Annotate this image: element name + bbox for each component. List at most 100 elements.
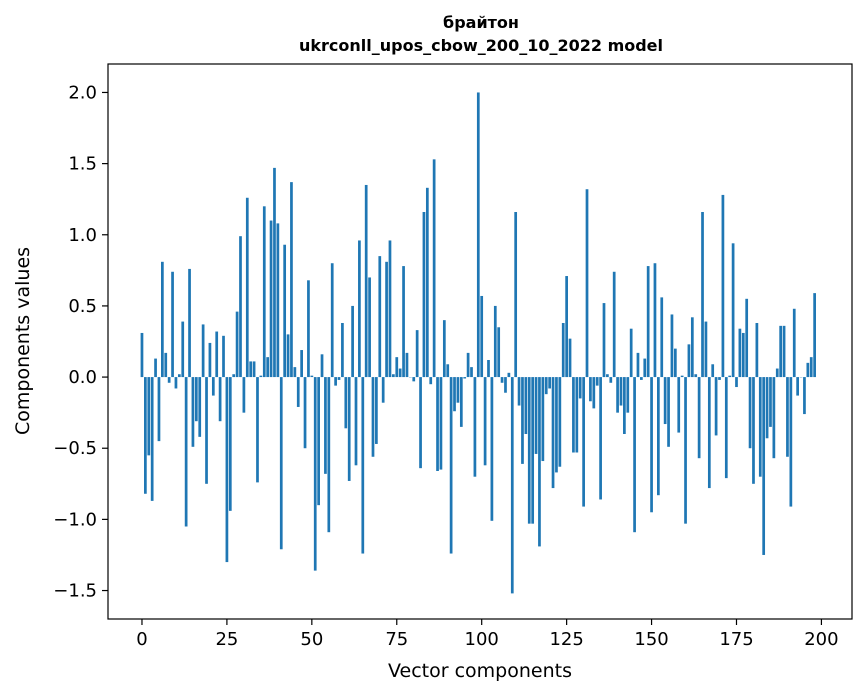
bar bbox=[324, 377, 327, 474]
bar bbox=[296, 377, 300, 407]
bar bbox=[330, 263, 334, 378]
bar bbox=[650, 377, 653, 513]
x-tick-label: 200 bbox=[804, 629, 838, 650]
bar bbox=[456, 377, 460, 403]
bar bbox=[483, 377, 487, 466]
x-axis-ticks: 0 25 50 75 100 125 150 175 200 bbox=[136, 619, 839, 650]
bar bbox=[378, 256, 382, 378]
bar bbox=[667, 377, 670, 447]
bar bbox=[286, 334, 290, 378]
bar bbox=[259, 375, 263, 378]
bar bbox=[589, 377, 592, 402]
bar bbox=[442, 320, 446, 378]
bar bbox=[623, 377, 626, 434]
bar bbox=[646, 266, 650, 378]
bar bbox=[544, 377, 548, 395]
bar bbox=[769, 377, 772, 427]
bar bbox=[144, 377, 147, 494]
bar bbox=[772, 377, 776, 459]
bar bbox=[619, 377, 623, 406]
bar bbox=[222, 335, 225, 378]
bar bbox=[375, 377, 378, 444]
bar bbox=[157, 377, 161, 442]
bar bbox=[728, 375, 732, 378]
bar bbox=[466, 352, 470, 378]
bar bbox=[504, 377, 507, 393]
bar bbox=[714, 377, 718, 436]
x-axis-label: Vector components bbox=[388, 660, 572, 682]
bar bbox=[707, 377, 711, 489]
bar bbox=[415, 330, 419, 378]
x-tick-label: 75 bbox=[385, 629, 408, 650]
bar bbox=[507, 372, 511, 378]
bar bbox=[436, 377, 439, 471]
bar bbox=[527, 377, 531, 524]
bar bbox=[470, 367, 473, 378]
bar bbox=[697, 377, 701, 459]
bar bbox=[181, 321, 185, 378]
bar bbox=[721, 194, 725, 378]
bar bbox=[273, 167, 276, 378]
bar bbox=[670, 314, 674, 378]
bar bbox=[201, 324, 205, 378]
bar bbox=[690, 317, 694, 378]
bar bbox=[724, 377, 728, 479]
y-axis-label: Components values bbox=[12, 247, 34, 435]
bar-series bbox=[140, 92, 816, 594]
bar bbox=[806, 362, 810, 378]
bar bbox=[249, 361, 253, 378]
bar bbox=[164, 352, 168, 378]
y-tick-label: 1.0 bbox=[68, 225, 97, 246]
bar bbox=[262, 206, 266, 378]
bar bbox=[405, 352, 409, 378]
x-tick-label: 175 bbox=[719, 629, 753, 650]
bar bbox=[755, 323, 759, 378]
bar bbox=[803, 377, 806, 415]
bar bbox=[762, 377, 766, 555]
bar bbox=[147, 377, 151, 456]
bar bbox=[657, 377, 660, 496]
y-tick-label: −0.5 bbox=[53, 438, 97, 459]
bar bbox=[653, 263, 657, 378]
bar bbox=[239, 236, 242, 378]
bar bbox=[660, 297, 664, 378]
bar bbox=[171, 271, 174, 378]
bar bbox=[358, 240, 361, 378]
bar bbox=[599, 377, 602, 500]
bar bbox=[347, 377, 351, 481]
bar bbox=[293, 367, 297, 378]
bar bbox=[745, 298, 749, 378]
chart-subtitle: ukrconll_upos_cbow_200_10_2022 model bbox=[299, 36, 663, 55]
bar bbox=[510, 377, 514, 594]
bar bbox=[161, 261, 164, 378]
bar bbox=[242, 377, 246, 413]
bar bbox=[211, 377, 215, 396]
bar bbox=[228, 377, 232, 511]
bar bbox=[140, 332, 144, 378]
bar bbox=[463, 377, 467, 379]
x-tick-label: 100 bbox=[465, 629, 499, 650]
bar bbox=[320, 354, 324, 378]
bar bbox=[480, 295, 484, 378]
bar bbox=[235, 311, 239, 378]
bar bbox=[582, 377, 585, 507]
bar bbox=[225, 377, 229, 563]
bar bbox=[395, 357, 399, 378]
bar bbox=[514, 212, 518, 378]
bar bbox=[592, 377, 596, 409]
bar bbox=[731, 243, 735, 378]
bar bbox=[364, 184, 368, 378]
bar bbox=[752, 377, 755, 484]
bar bbox=[493, 305, 497, 378]
bar bbox=[626, 377, 630, 413]
bar bbox=[344, 377, 348, 429]
bar bbox=[402, 266, 405, 378]
bar bbox=[548, 377, 551, 389]
bar bbox=[673, 348, 677, 378]
bar bbox=[351, 305, 354, 378]
bar bbox=[663, 377, 667, 425]
x-tick-label: 150 bbox=[634, 629, 668, 650]
bar bbox=[327, 377, 331, 533]
bar bbox=[738, 328, 742, 378]
